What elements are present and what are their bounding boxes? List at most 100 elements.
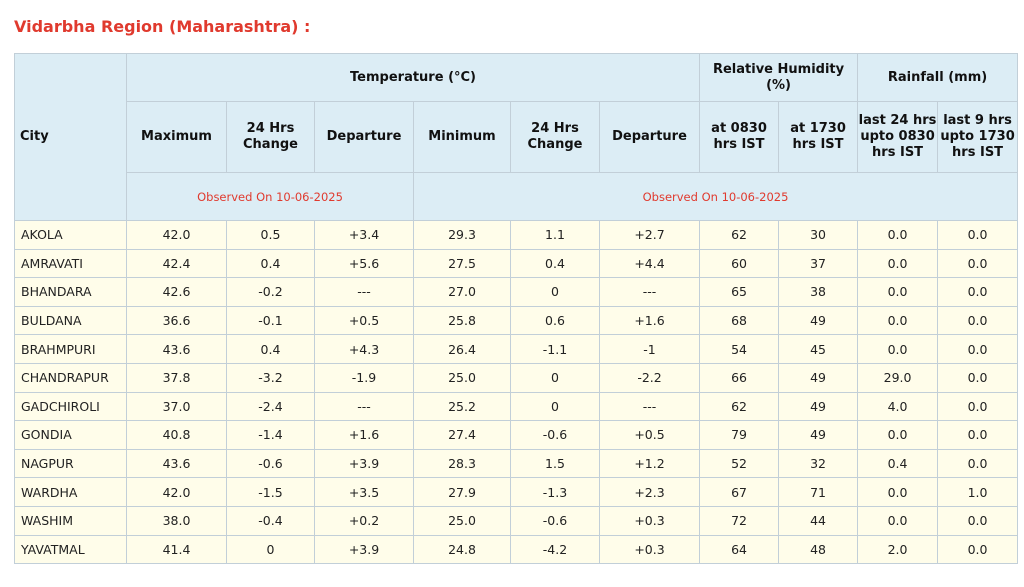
rain-24hr-cell: 0.0 (857, 505, 939, 536)
rain-9hr-column-header: last 9 hrs upto 1730 hrs IST (937, 101, 1019, 173)
max-temp-cell: 38.0 (126, 505, 227, 536)
min-change-cell: 0 (510, 362, 600, 393)
min-departure-cell: +4.4 (598, 248, 701, 279)
page-title: Vidarbha Region (Maharashtra) : (14, 17, 311, 36)
max-departure-cell: +4.3 (314, 334, 414, 364)
rh-0830-cell: 62 (699, 391, 780, 422)
rain-24hr-cell: 0.0 (857, 420, 939, 450)
table-row: BHANDARA 42.6 -0.2 --- 27.0 0 --- 65 38 0.0 0.0 (14, 277, 1019, 307)
minimum-column-header: Minimum (413, 101, 511, 173)
city-cell: GONDIA (14, 420, 127, 450)
min-temp-cell: 27.0 (413, 277, 511, 307)
min-change-cell: 1.1 (510, 220, 600, 250)
min-departure-cell: +2.7 (598, 220, 701, 250)
rain-9hr-cell: 1.0 (937, 477, 1019, 507)
rain-24hr-cell: 0.0 (857, 248, 939, 279)
max-change-cell: -1.4 (226, 420, 315, 450)
min-change-cell: 0 (510, 391, 600, 422)
rain-9hr-cell: 0.0 (937, 448, 1019, 479)
min-temp-cell: 28.3 (413, 448, 511, 479)
rh-0830-cell: 64 (699, 534, 780, 565)
min-temp-cell: 25.0 (413, 362, 511, 393)
max-departure-cell: --- (314, 277, 414, 307)
max-change-cell: -0.6 (226, 448, 315, 479)
max-departure-cell: +3.5 (314, 477, 414, 507)
rain-9hr-cell: 0.0 (937, 334, 1019, 364)
max-temp-cell: 42.4 (126, 248, 227, 279)
rh-1730-column-header: at 1730 hrs IST (778, 101, 859, 173)
weather-table: City Temperature (°C) Relative Humidity … (14, 53, 1019, 565)
min-departure-cell: +0.3 (598, 505, 701, 536)
city-cell: BHANDARA (14, 277, 127, 307)
min-change-cell: 1.5 (510, 448, 600, 479)
rh-1730-cell: 38 (778, 277, 859, 307)
rh-1730-cell: 49 (778, 362, 859, 393)
rh-1730-cell: 49 (778, 391, 859, 422)
min-change-cell: 0.6 (510, 305, 600, 336)
min-temp-cell: 27.9 (413, 477, 511, 507)
max-temp-cell: 43.6 (126, 448, 227, 479)
rh-0830-cell: 65 (699, 277, 780, 307)
min-temp-cell: 25.2 (413, 391, 511, 422)
max-departure-cell: +3.9 (314, 534, 414, 565)
table-header: City Temperature (°C) Relative Humidity … (14, 53, 1019, 221)
min-departure-cell: +1.6 (598, 305, 701, 336)
min-change-cell: 0 (510, 277, 600, 307)
min-temp-cell: 25.0 (413, 505, 511, 536)
min-departure-cell: -1 (598, 334, 701, 364)
rh-0830-cell: 72 (699, 505, 780, 536)
min-departure-cell: --- (598, 277, 701, 307)
rh-0830-cell: 54 (699, 334, 780, 364)
min-temp-cell: 29.3 (413, 220, 511, 250)
min-departure-column-header: Departure (598, 101, 701, 173)
max-temp-cell: 40.8 (126, 420, 227, 450)
min-departure-cell: +0.3 (598, 534, 701, 565)
city-cell: GADCHIROLI (14, 391, 127, 422)
city-cell: CHANDRAPUR (14, 362, 127, 393)
max-departure-cell: +3.9 (314, 448, 414, 479)
rain-24hr-cell: 0.0 (857, 477, 939, 507)
rainfall-group-header: Rainfall (mm) (857, 53, 1019, 102)
table-row: GADCHIROLI 37.0 -2.4 --- 25.2 0 --- 62 49 4.0 0.0 (14, 391, 1019, 422)
rh-0830-cell: 68 (699, 305, 780, 336)
min-change-cell: -0.6 (510, 420, 600, 450)
rain-9hr-cell: 0.0 (937, 420, 1019, 450)
min-departure-cell: --- (598, 391, 701, 422)
maximum-column-header: Maximum (126, 101, 227, 173)
table-row: GONDIA 40.8 -1.4 +1.6 27.4 -0.6 +0.5 79 49 0.0 0.0 (14, 420, 1019, 450)
min-temp-cell: 27.5 (413, 248, 511, 279)
rain-24hr-cell: 0.0 (857, 277, 939, 307)
min-departure-cell: -2.2 (598, 362, 701, 393)
min-departure-cell: +0.5 (598, 420, 701, 450)
table-body: AKOLA 42.0 0.5 +3.4 29.3 1.1 +2.7 62 30 0.0 0.0 AMR… (14, 220, 1019, 565)
max-departure-column-header: Departure (314, 101, 414, 173)
table-row: WASHIM 38.0 -0.4 +0.2 25.0 -0.6 +0.3 72 44 0.0 0.0 (14, 505, 1019, 536)
rain-9hr-cell: 0.0 (937, 277, 1019, 307)
min-temp-cell: 25.8 (413, 305, 511, 336)
observed-date-max: Observed On 10-06-2025 (126, 172, 414, 221)
rh-0830-cell: 67 (699, 477, 780, 507)
min-change-cell: -1.1 (510, 334, 600, 364)
min-change-cell: 0.4 (510, 248, 600, 279)
max-temp-cell: 42.0 (126, 477, 227, 507)
rain-24hr-cell: 0.0 (857, 305, 939, 336)
max-change-cell: 0.5 (226, 220, 315, 250)
min-change-cell: -0.6 (510, 505, 600, 536)
rain-9hr-cell: 0.0 (937, 391, 1019, 422)
rh-1730-cell: 45 (778, 334, 859, 364)
city-cell: BULDANA (14, 305, 127, 336)
max-departure-cell: +3.4 (314, 220, 414, 250)
max-departure-cell: +0.5 (314, 305, 414, 336)
rh-0830-cell: 66 (699, 362, 780, 393)
rh-0830-column-header: at 0830 hrs IST (699, 101, 780, 173)
rain-24hr-cell: 0.4 (857, 448, 939, 479)
rh-0830-cell: 62 (699, 220, 780, 250)
min-departure-cell: +1.2 (598, 448, 701, 479)
max-departure-cell: +1.6 (314, 420, 414, 450)
rh-0830-cell: 52 (699, 448, 780, 479)
city-column-header: City (14, 53, 127, 221)
rain-24hr-cell: 4.0 (857, 391, 939, 422)
max-departure-cell: +5.6 (314, 248, 414, 279)
max-temp-cell: 37.0 (126, 391, 227, 422)
min-change-cell: -4.2 (510, 534, 600, 565)
